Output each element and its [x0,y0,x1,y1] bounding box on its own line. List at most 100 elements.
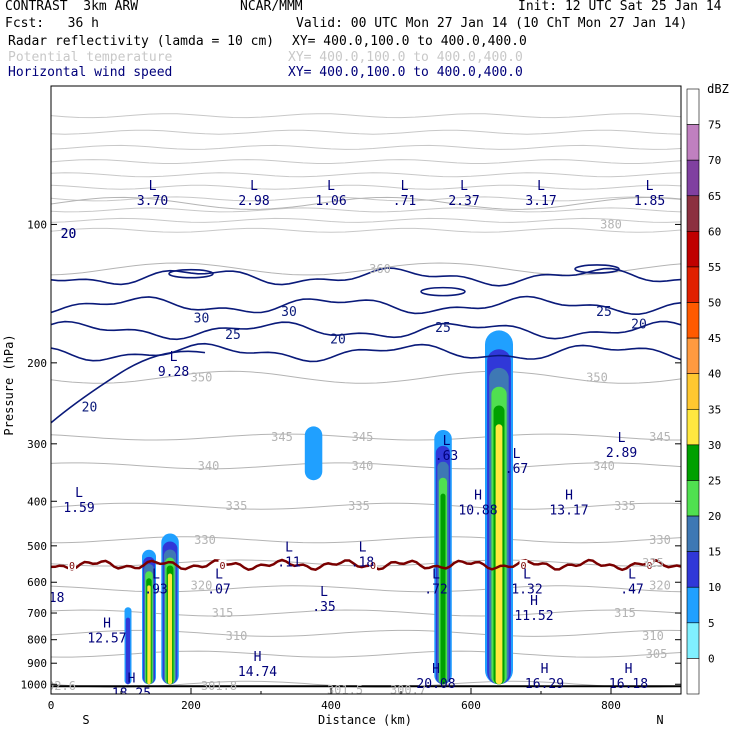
extremum-label: L.35 [312,585,335,615]
extremum-label: H18.25 [112,671,151,701]
extremum-type: H [103,616,111,631]
zero-label-bg [68,559,76,570]
theta-strat-line [51,196,681,202]
theta-contour-label: 300.7 [390,683,426,697]
reflectivity-cell [147,585,151,685]
extremum-type: L [170,350,178,365]
y-tick-label: 200 [27,357,47,370]
extremum-value: 16.29 [525,677,564,692]
x-tick-label: 200 [181,699,201,712]
extremum-label: L.63 [435,434,458,464]
extremum-value: .93 [144,583,167,598]
extremum-value: 2.37 [448,194,479,209]
colorbar-swatch [686,266,700,303]
y-axis-label: Pressure (hPa) [2,334,16,435]
zero-label-bg [519,559,528,570]
theta-strat-line [51,129,681,135]
extremum-type: L [75,486,83,501]
colorbar-label: 30 [708,439,721,452]
extremum-label: L1.32 [511,568,542,598]
extremum-value: 11.52 [514,609,553,624]
extremum-label: H16.18 [609,662,648,692]
extremum-value: 2.89 [606,446,637,461]
extremum-type: H [128,671,136,686]
extremum-value: 1.85 [634,194,665,209]
zero-label-bg [369,559,377,570]
theta-contour-label: 315 [212,606,234,620]
wind-contour [51,350,206,424]
theta-contour [51,196,681,210]
colorbar-swatch [686,124,700,161]
y-tick-label: 300 [27,438,47,451]
extremum-value: 10.88 [458,503,497,518]
theta-contour-label: 325 [642,556,664,570]
colorbar-swatch [686,88,700,125]
field-wind-name: Horizontal wind speed [8,65,173,80]
extremum-type: L [523,568,531,583]
forecast-hour: Fcst: 36 h [5,16,99,31]
colorbar-swatch [686,337,700,375]
extremum-label: L.11 [277,541,300,571]
wind-contour-label: 20 [330,333,346,348]
extremum-type: L [250,179,258,194]
colorbar-label: 20 [708,510,721,523]
theta-contour-label: 380 [600,217,622,231]
theta-contour-label: 305 [646,647,668,661]
extremum-label: L.67 [505,447,528,477]
x-tick-label: 0 [48,699,55,712]
wind-contour [51,320,681,341]
colorbar-label: 70 [708,154,721,167]
wind-contour [51,267,681,287]
extremum-type: L [285,541,293,556]
extremum-value: 18.25 [112,686,151,701]
extremum-value: .72 [424,583,447,598]
colorbar-swatch [686,231,700,268]
colorbar-label: 5 [708,617,715,630]
extremum-value: .71 [393,194,416,209]
field-theta-name: Potential temperature [8,50,173,65]
center-name: NCAR/MMM [240,0,303,14]
extremum-type: L [320,585,328,600]
extremum-label: H13.17 [549,488,588,518]
y-tick-label: 600 [27,576,47,589]
theta-contour-label: 301.8 [201,679,237,693]
y-tick-label: 100 [27,218,47,231]
extremum-type: L [401,179,409,194]
extremum-value: .47 [620,583,643,598]
x-end-label-north: N [656,713,663,727]
extremum-type: L [432,568,440,583]
y-tick-label: 1000 [21,678,48,691]
field-reflectivity-xy: XY= 400.0,100.0 to 400.0,400.0 [292,34,527,49]
colorbar-label: 25 [708,474,721,487]
extremum-type: L [149,179,157,194]
extremum-type: L [537,179,545,194]
zero-contour-label: 0 [69,561,75,572]
reflectivity-cell [167,573,173,685]
reflectivity-cell [304,426,323,481]
colorbar-label: 35 [708,403,721,416]
extremum-type: L [359,541,367,556]
theta-strat-line [51,207,681,213]
theta-strat-line [51,113,681,119]
theta-contour-label: 335 [348,499,370,513]
extremum-type: L [327,179,335,194]
extremum-value: 16.18 [609,677,648,692]
y-tick-label: 900 [27,657,47,670]
field-reflectivity-name: Radar reflectivity (lamda = 10 cm) [8,34,275,49]
colorbar-swatch [686,159,700,197]
extremum-type: L [460,179,468,194]
reflectivity-cell [440,493,446,685]
theta-strat-line [51,172,681,178]
wind-contour-label: 20 [61,227,77,242]
colorbar-swatch [686,302,700,339]
zero-contour-line [51,558,681,572]
extremum-label: L3.70 [137,179,168,209]
extremum-type: L [152,568,160,583]
extremum-label: L3.17 [525,179,556,209]
extremum-value: .63 [435,449,458,464]
extremum-label: L1.85 [634,179,665,209]
theta-contour-label: 02.6 [47,679,76,693]
plot-interior: 0 0 0 0 0 305 310 310 315 315 320 320 325 330 330 335 33… [47,113,681,701]
theta-contour-label: 320 [649,579,671,593]
